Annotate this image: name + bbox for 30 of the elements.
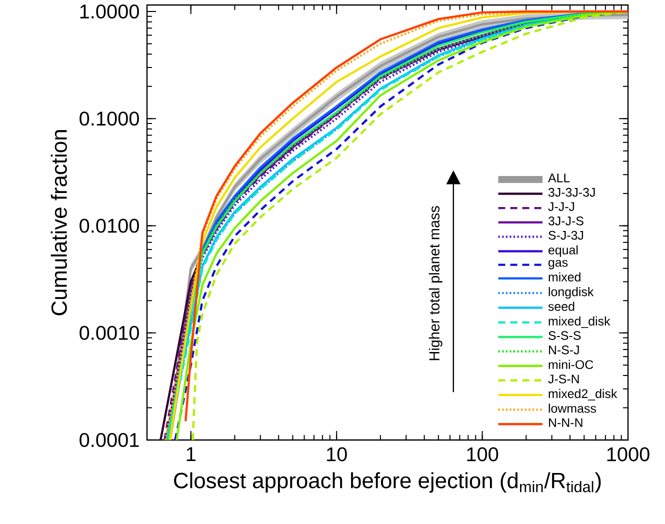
x-tick-label: 1000 [607,447,650,462]
annotation: Higher total planet mass [428,206,442,360]
y-tick-label: 0.0001 [80,432,139,448]
y-tick-label: 1.0000 [80,4,139,19]
x-tick-label: 100 [467,447,498,462]
legend-label: equal [548,245,578,257]
legend-label: 3J-J-S [548,216,584,226]
legend-label: S-J-3J [548,230,584,240]
y-tick-label: 0.1000 [80,112,139,126]
legend-label: seed [548,302,574,311]
legend-label: J-J-J [548,202,574,211]
legend-label: mixed2_disk [548,388,618,400]
legend-label: J-S-N [548,374,579,384]
x-tick-label: 10 [327,447,347,462]
legend-label: gas [548,260,568,270]
legend-label: 3J-3J-3J [548,188,595,197]
legend-label: N-N-N [549,418,582,427]
legend-label: S-S-S [548,331,581,340]
legend-label: mixed [548,272,580,282]
y-tick-label: 0.0100 [80,218,139,233]
legend-label: N-S-J [549,346,579,354]
x-axis-title: Closest approach before ejection (d$_{min}$/R$_{tidal}$) [174,472,601,493]
legend-label: mini-OC [548,360,594,370]
y-axis-title: Cumulative fraction [50,130,67,316]
x-tick-label: 1 [186,447,196,461]
legend-label: mixed_disk [548,316,610,328]
legend-label: ALL [548,174,570,182]
y-tick-label: 0.0010 [80,326,139,340]
legend-label: longdisk [548,287,594,299]
legend-label: lowmass [548,404,596,413]
